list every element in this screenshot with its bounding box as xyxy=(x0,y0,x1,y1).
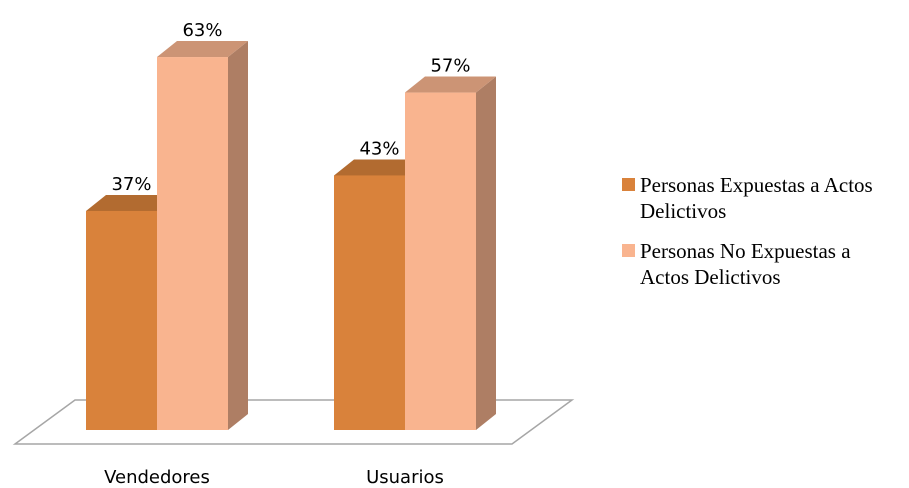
floor xyxy=(12,399,575,445)
bar-top xyxy=(157,41,248,58)
legend-item: Personas No Expuestas a Actos Delictivos xyxy=(620,238,900,290)
data-label: 57% xyxy=(430,56,470,77)
bar-top xyxy=(405,76,496,93)
legend-label: Personas No Expuestas a Actos Delictivos xyxy=(640,239,851,289)
data-label: 37% xyxy=(111,174,151,195)
bar-front xyxy=(334,175,405,430)
legend-swatch xyxy=(622,178,635,191)
legend-swatch xyxy=(622,244,635,257)
bar-side xyxy=(228,41,248,430)
bar xyxy=(405,76,496,430)
bar-front xyxy=(86,210,157,430)
bar-side xyxy=(476,76,496,430)
bar-top xyxy=(334,159,425,176)
bar xyxy=(157,41,248,430)
bar-top xyxy=(86,194,177,211)
data-label: 63% xyxy=(182,20,222,41)
data-label: 43% xyxy=(359,138,399,159)
legend-label: Personas Expuestas a Actos Delictivos xyxy=(640,173,873,223)
bar-front xyxy=(405,92,476,430)
legend-item: Personas Expuestas a Actos Delictivos xyxy=(620,172,900,224)
bar-front xyxy=(157,57,228,430)
x-tick-label: Vendedores xyxy=(104,467,210,488)
legend: Personas Expuestas a Actos Delictivos Per… xyxy=(620,172,900,304)
x-tick-label: Usuarios xyxy=(366,467,444,488)
